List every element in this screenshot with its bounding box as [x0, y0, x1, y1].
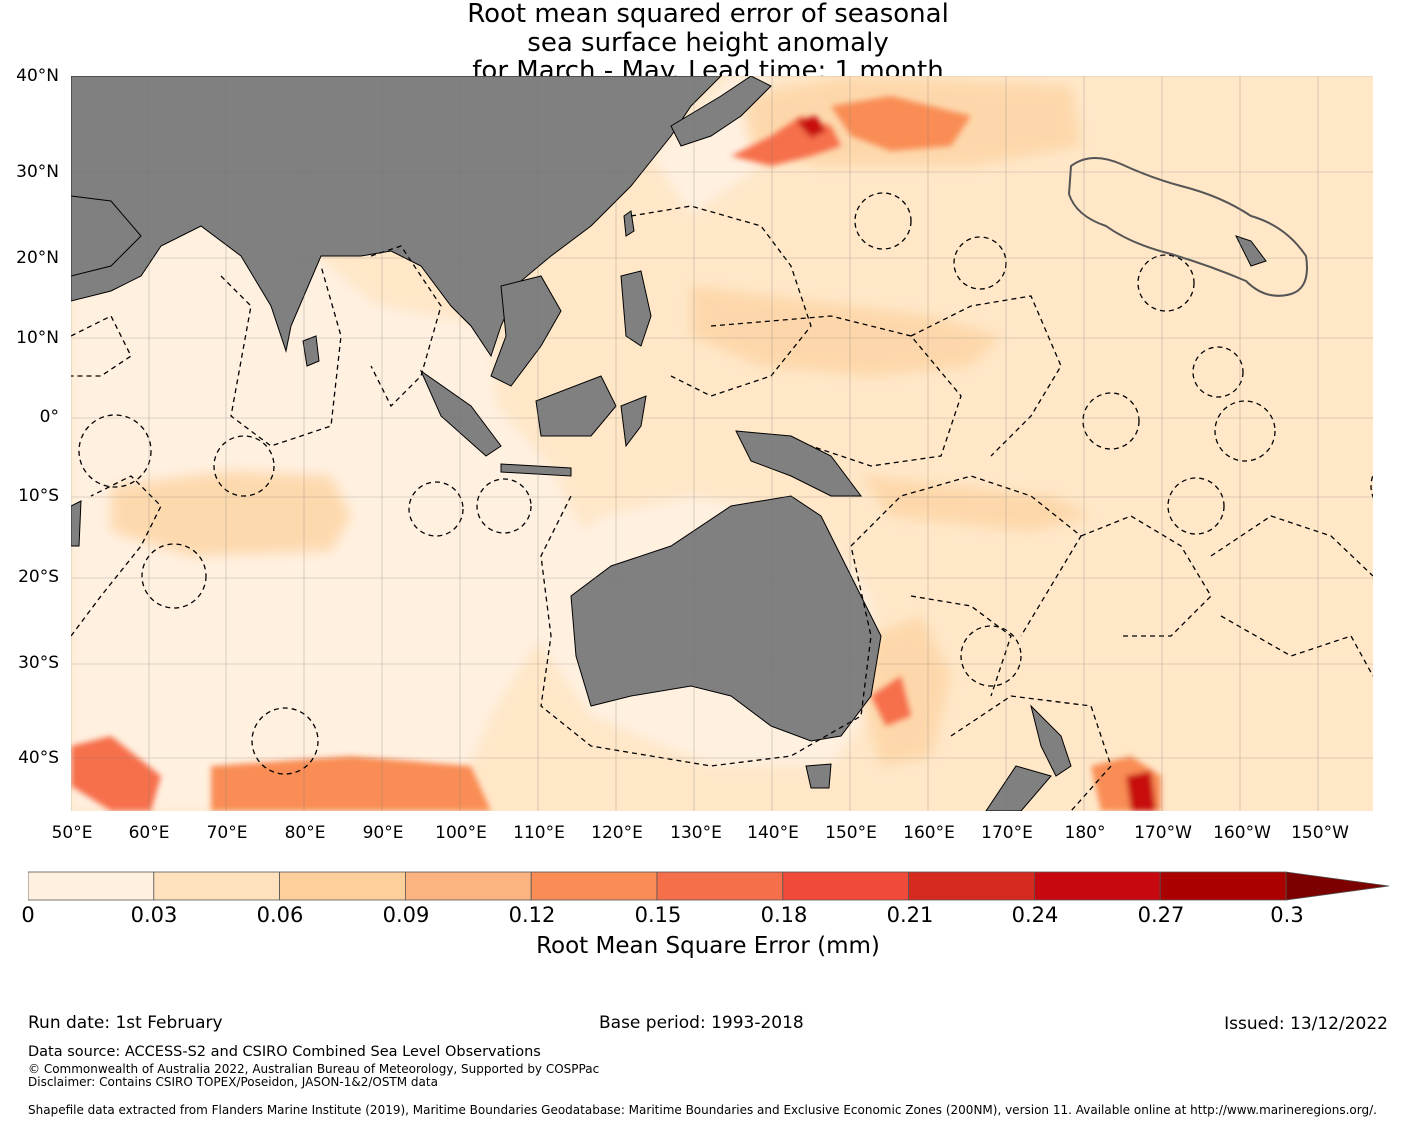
colorbar-segment [530, 871, 658, 901]
lon-label: 180° [1064, 823, 1106, 843]
lon-label: 130°E [670, 823, 722, 843]
rmse-map [71, 76, 1373, 811]
colorbar-segment [1159, 871, 1287, 901]
title-line-2: sea surface height anomaly [527, 27, 889, 58]
hawaii-landmass [1235, 235, 1267, 267]
asia-landmass [71, 76, 722, 358]
new-guinea-landmass [735, 430, 862, 497]
colorbar-segment [404, 871, 532, 901]
copyright: © Commonwealth of Australia 2022, Austra… [28, 1062, 600, 1076]
graticule [71, 76, 1373, 811]
colorbar-tick-label: 0.15 [634, 903, 682, 927]
sumatra-landmass [419, 369, 502, 457]
run-date: Run date: 1st February [28, 1013, 223, 1033]
madagascar-landmass [71, 500, 82, 547]
new-zealand-north-landmass [1030, 704, 1072, 777]
australia-landmass [570, 495, 882, 742]
disclaimer: Disclaimer: Contains CSIRO TOPEX/Poseido… [28, 1075, 438, 1089]
sulawesi-landmass [620, 395, 647, 448]
borneo-landmass [535, 375, 617, 437]
colorbar-tick-label: 0.06 [256, 903, 304, 927]
colorbar-tick-label: 0.18 [760, 903, 808, 927]
indochina-landmass [490, 275, 562, 387]
new-zealand-south-landmass [985, 765, 1052, 811]
shapefile-credit: Shapefile data extracted from Flanders M… [28, 1103, 1377, 1117]
lon-label: 80°E [284, 823, 326, 843]
philippines-landmass [620, 270, 652, 347]
high-error-zones [71, 96, 1161, 811]
lon-label: 90°E [362, 823, 404, 843]
colorbar-segment [656, 871, 784, 901]
taiwan-landmass [623, 210, 635, 237]
colorbar-segment [279, 871, 406, 901]
lat-label: 40°S [18, 748, 59, 768]
colorbar-tick-label: 0.12 [508, 903, 556, 927]
lat-label: 0° [39, 407, 59, 427]
lat-label: 40°N [16, 66, 59, 86]
colorbar-segment [153, 871, 281, 901]
lon-label: 160°E [903, 823, 955, 843]
sri-lanka-landmass [302, 335, 320, 367]
colorbar-tick-label: 0.09 [382, 903, 430, 927]
colorbar-segment [908, 871, 1035, 901]
colorbar-tick-label: 0.21 [886, 903, 934, 927]
title-line-1: Root mean squared error of seasonal [467, 0, 949, 29]
colorbar-tick-label: 0.24 [1011, 903, 1059, 927]
lon-label: 110°E [513, 823, 565, 843]
lon-label: 100°E [435, 823, 487, 843]
colorbar-tick-label: 0.3 [1270, 903, 1304, 927]
lon-label: 170°E [981, 823, 1033, 843]
tasmania-landmass [805, 763, 832, 789]
lon-label: 50°E [51, 823, 93, 843]
issued-date: Issued: 13/12/2022 [1224, 1014, 1388, 1034]
hawaii-boundary [1067, 157, 1308, 297]
colorbar-tick-label: 0 [21, 903, 35, 927]
colorbar-tick-label: 0.27 [1137, 903, 1185, 927]
lon-label: 60°E [128, 823, 170, 843]
lat-label: 30°N [16, 162, 59, 182]
land-masses [71, 76, 1267, 811]
colorbar-segment [28, 871, 155, 901]
lon-label: 140°E [747, 823, 799, 843]
lon-label: 70°E [206, 823, 248, 843]
lon-label: 150°E [825, 823, 877, 843]
lat-label: 10°S [18, 486, 59, 506]
eez-boundaries [71, 192, 1373, 811]
lat-label: 30°S [18, 653, 59, 673]
map-title: Root mean squared error of seasonal sea … [0, 0, 1416, 86]
data-source: Data source: ACCESS-S2 and CSIRO Combine… [28, 1044, 541, 1060]
java-landmass [500, 463, 572, 477]
lon-label: 160°W [1213, 823, 1271, 843]
lon-label: 150°W [1291, 823, 1349, 843]
japan-landmass [670, 76, 772, 147]
arabia-landmass [71, 195, 142, 277]
colorbar-tick-label: 0.03 [130, 903, 178, 927]
lat-label: 20°N [16, 248, 59, 268]
lat-label: 10°N [16, 328, 59, 348]
base-period: Base period: 1993-2018 [599, 1013, 804, 1033]
lat-label: 20°S [18, 567, 59, 587]
colorbar-segment [782, 871, 909, 901]
lon-label: 170°W [1134, 823, 1192, 843]
colorbar-label: Root Mean Square Error (mm) [536, 933, 880, 959]
lon-label: 120°E [591, 823, 643, 843]
colorbar-segment [1034, 871, 1161, 901]
colorbar-extend-arrow [1285, 871, 1390, 901]
colorbar [28, 871, 1390, 901]
